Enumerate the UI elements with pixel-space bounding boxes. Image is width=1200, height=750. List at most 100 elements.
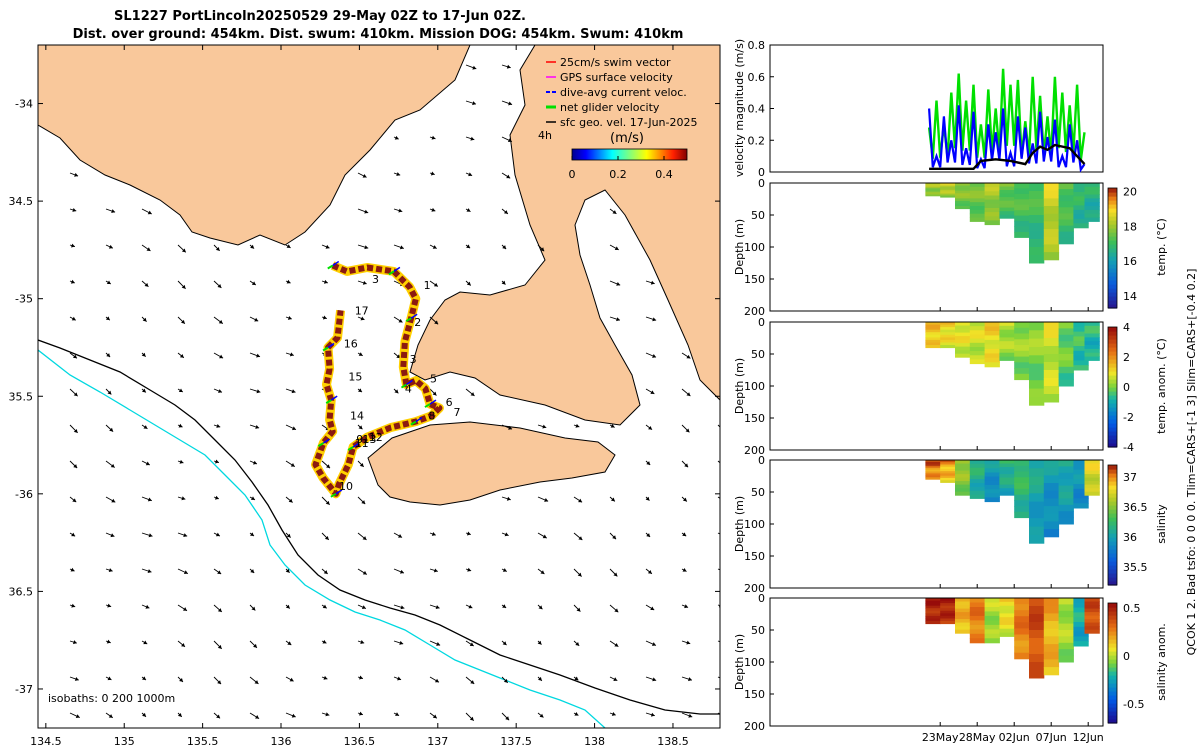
velocity-arrow-head [75, 714, 80, 718]
velocity-arrow-head [539, 713, 544, 718]
temperature-anomaly-section-colorbar-tick-label: 4 [1123, 321, 1130, 334]
velocity-ylabel: velocity magnitude (m/s) [733, 39, 746, 177]
velocity-arrow-head [358, 352, 363, 356]
salinity-section-cell [984, 468, 1000, 473]
temperature-anomaly-section-cell [1043, 378, 1060, 387]
temperature-section-cell [955, 200, 971, 204]
velocity-arrow-head [646, 461, 651, 465]
temperature-anomaly-section-cell [940, 327, 956, 331]
salinity-anomaly-section-cell [1043, 636, 1060, 645]
salinity-anomaly-section-cell [1014, 598, 1030, 605]
salinity-anomaly-section-cell [1043, 659, 1060, 668]
salinity-section-cell [999, 488, 1015, 493]
dive-avg-vector [335, 489, 343, 495]
temperature-section-cell [1073, 200, 1089, 206]
isobath-label: isobaths: 0 200 1000m [48, 692, 175, 705]
salinity-section-cell [1014, 477, 1030, 484]
map-colorbar-ticks: 0 0.2 0.4 [569, 156, 673, 181]
salinity-anomaly-section-colorbar-step [1108, 667, 1117, 672]
track-waypoint-label: 8 [428, 410, 435, 423]
temperature-anomaly-section-cell [1043, 386, 1060, 395]
velocity-arrow-head [502, 641, 507, 646]
salinity-section-cell [925, 463, 941, 467]
temperature-anomaly-section-cell [1058, 354, 1074, 361]
velocity-arrow-head [250, 569, 255, 573]
salinity-anomaly-section-cell [1014, 622, 1030, 629]
velocity-arrow-head [361, 605, 366, 610]
velocity-arrow-head [322, 604, 327, 609]
salinity-anomaly-section-cell [1043, 651, 1060, 660]
salinity-section-colorbar-step [1108, 493, 1117, 498]
temperature-anomaly-section-cell [999, 345, 1015, 350]
temperature-section-cell [1073, 223, 1089, 229]
velocity-arrow-head [251, 606, 256, 611]
salinity-section-colorbar-step [1108, 469, 1117, 474]
net-velocity-vector [322, 346, 329, 352]
velocity-arrow-head [147, 569, 152, 574]
salinity-section-cell [940, 475, 956, 479]
temperature-anomaly-section-cell [1029, 380, 1045, 389]
velocity-arrow-head [215, 246, 220, 251]
temperature-anomaly-section-cell [1073, 336, 1089, 342]
velocity-arrow-head [325, 500, 330, 505]
salinity-anomaly-section-cell [984, 611, 1000, 617]
track-waypoint-label: 3 [372, 273, 379, 286]
salinity-section-cell [1058, 492, 1074, 499]
velocity-arrow-head [71, 316, 76, 321]
salinity-anomaly-section-cell [999, 598, 1015, 603]
salinity-anomaly-section-cell [969, 615, 986, 621]
velocity-arrow-head [143, 640, 148, 645]
salinity-anomaly-section-colorbar-label: salinity anom. [1155, 623, 1168, 701]
salinity-anomaly-section-colorbar-step [1108, 691, 1117, 696]
salinity-anomaly-section-cell [955, 605, 971, 609]
temperature-section-colorbar-step [1108, 212, 1117, 217]
temperature-anomaly-section-cell [969, 355, 986, 360]
temperature-section-colorbar-step [1108, 256, 1117, 261]
salinity-anomaly-section-cell [1073, 598, 1089, 604]
salinity-anomaly-section-cell [999, 613, 1015, 618]
salinity-anomaly-section-cell [1029, 638, 1045, 647]
velocity-arrow-head [399, 640, 404, 645]
salinity-anomaly-section-colorbar-step [1108, 635, 1117, 640]
velocity-arrow-head [682, 568, 687, 572]
salinity-section-cell [1058, 485, 1074, 493]
temperature-anomaly-section-cell [1073, 331, 1089, 337]
temperature-anomaly-section-colorbar-step [1108, 379, 1117, 384]
temperature-section-cell [1073, 214, 1089, 220]
velocity-arrow-head [215, 459, 219, 464]
velocity-arrow-head [542, 424, 547, 429]
velocity-arrow-head [472, 65, 477, 70]
velocity-arrow-head [285, 604, 290, 609]
temperature-anomaly-section-cell [984, 331, 1000, 336]
velocity-arrow-head [506, 64, 511, 69]
salinity-anomaly-section-cell [1058, 649, 1074, 657]
salinity-section-cell [969, 467, 986, 472]
salinity-section-cell [1084, 463, 1100, 468]
temperature-section-cell [925, 188, 941, 190]
velocity-arrow-head [74, 172, 79, 177]
velocity-arrow-head [616, 317, 620, 322]
net-velocity-vector [327, 264, 334, 270]
temperature-section-cell [999, 190, 1015, 194]
temperature-anomaly-section-cell [955, 346, 971, 351]
temperature-section-cell [925, 189, 941, 192]
velocity-arrow-head [291, 389, 296, 394]
temperature-section-cell [969, 213, 986, 218]
temperature-anomaly-section-colorbar-step [1108, 363, 1117, 368]
temperature-anomaly-section-colorbar-step [1108, 423, 1117, 428]
temperature-anomaly-section-cell [1084, 348, 1100, 354]
salinity-anomaly-section-cell [955, 601, 971, 606]
velocity-arrow-head [610, 423, 615, 428]
salinity-anomaly-section-colorbar-step [1108, 619, 1117, 624]
dive-avg-vector [330, 395, 338, 401]
salinity-anomaly-section-colorbar-step [1108, 703, 1117, 708]
temperature-section-cell [1014, 232, 1030, 238]
velocity-arrow-head [502, 568, 507, 572]
velocity-arrow-head [106, 280, 111, 285]
temperature-section-cell [999, 214, 1015, 219]
velocity-arrow-head [285, 568, 290, 573]
temperature-section-cell [1014, 183, 1030, 189]
salinity-section-cell [925, 461, 941, 465]
velocity-arrow-head [433, 568, 438, 573]
temperature-section-colorbar-step [1108, 232, 1117, 237]
